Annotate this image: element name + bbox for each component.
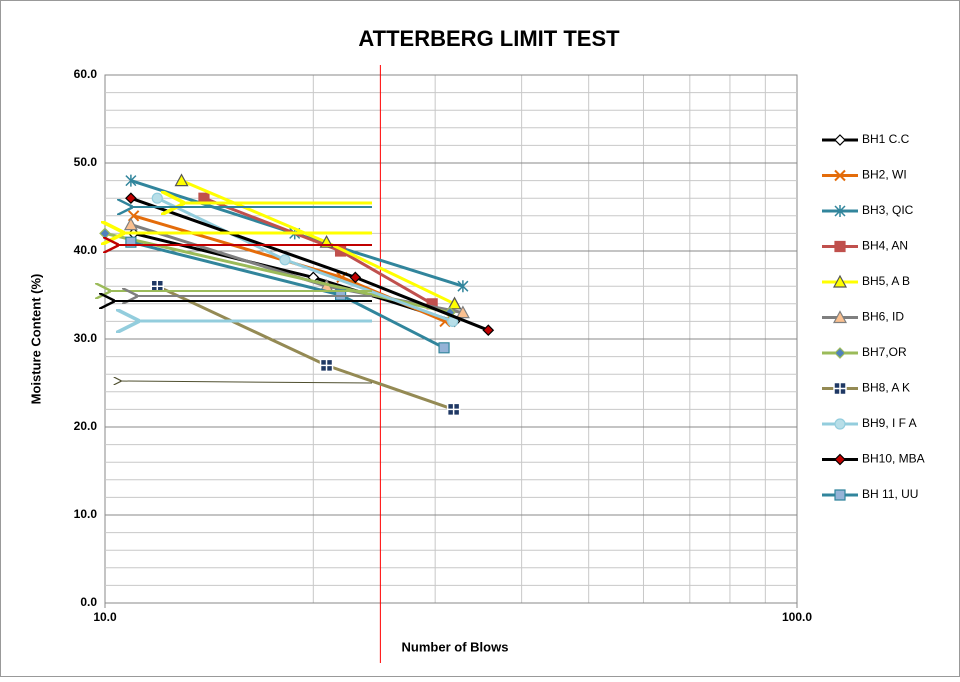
y-tick-label: 10.0 bbox=[74, 507, 98, 521]
y-axis-label: Moisture Content (%) bbox=[28, 274, 43, 405]
legend: BH1 C.C BH2, WI BH3, QIC BH4, AN BH5, A B BH6… bbox=[822, 132, 925, 501]
y-tick-label: 0.0 bbox=[80, 595, 97, 609]
chart-title: ATTERBERG LIMIT TEST bbox=[358, 26, 620, 51]
legend-label: BH4, AN bbox=[862, 239, 908, 253]
data-point bbox=[349, 271, 362, 284]
x-tick-label: 100.0 bbox=[782, 610, 812, 624]
x-tick-label: 10.0 bbox=[93, 610, 117, 624]
arrows bbox=[108, 203, 373, 383]
legend-label: BH3, QIC bbox=[862, 203, 914, 217]
data-point bbox=[482, 324, 495, 337]
legend-label: BH1 C.C bbox=[862, 132, 910, 146]
data-point bbox=[834, 453, 846, 466]
legend-label: BH9, I F A bbox=[862, 416, 917, 430]
data-point bbox=[832, 310, 848, 324]
data-point bbox=[833, 381, 847, 396]
y-tick-label: 50.0 bbox=[74, 155, 98, 169]
legend-label: BH10, MBA bbox=[862, 452, 925, 466]
data-point bbox=[834, 169, 846, 182]
legend-label: BH2, WI bbox=[862, 168, 907, 182]
y-tick-label: 20.0 bbox=[74, 419, 98, 433]
data-point bbox=[150, 279, 165, 293]
data-point bbox=[834, 205, 846, 217]
data-point bbox=[834, 418, 846, 430]
y-tick-label: 40.0 bbox=[74, 243, 98, 257]
data-point bbox=[834, 134, 846, 146]
data-point bbox=[174, 173, 189, 187]
data-point bbox=[834, 240, 846, 253]
legend-label: BH6, ID bbox=[862, 310, 904, 324]
data-point bbox=[455, 305, 470, 319]
data-point bbox=[319, 358, 334, 373]
legend-label: BH5, A B bbox=[862, 274, 910, 288]
data-point bbox=[834, 489, 846, 501]
legend-label: BH8, A K bbox=[862, 381, 910, 395]
data-point bbox=[123, 217, 138, 231]
arrow bbox=[120, 381, 373, 383]
data-point bbox=[834, 347, 846, 359]
legend-label: BH 11, UU bbox=[862, 487, 918, 501]
x-axis-label: Number of Blows bbox=[402, 639, 509, 654]
data-point bbox=[279, 254, 291, 266]
plot-area: 0.010.020.030.040.050.060.010.0 100.0 bbox=[74, 65, 812, 663]
legend-label: BH7,OR bbox=[862, 345, 907, 359]
data-point bbox=[457, 280, 469, 293]
data-point bbox=[125, 174, 137, 187]
data-point bbox=[151, 192, 163, 204]
data-point bbox=[446, 402, 461, 417]
y-tick-label: 60.0 bbox=[74, 67, 98, 81]
data-point bbox=[438, 342, 450, 354]
data-point bbox=[832, 274, 848, 288]
y-tick-label: 30.0 bbox=[74, 331, 98, 345]
data-point bbox=[447, 296, 462, 310]
